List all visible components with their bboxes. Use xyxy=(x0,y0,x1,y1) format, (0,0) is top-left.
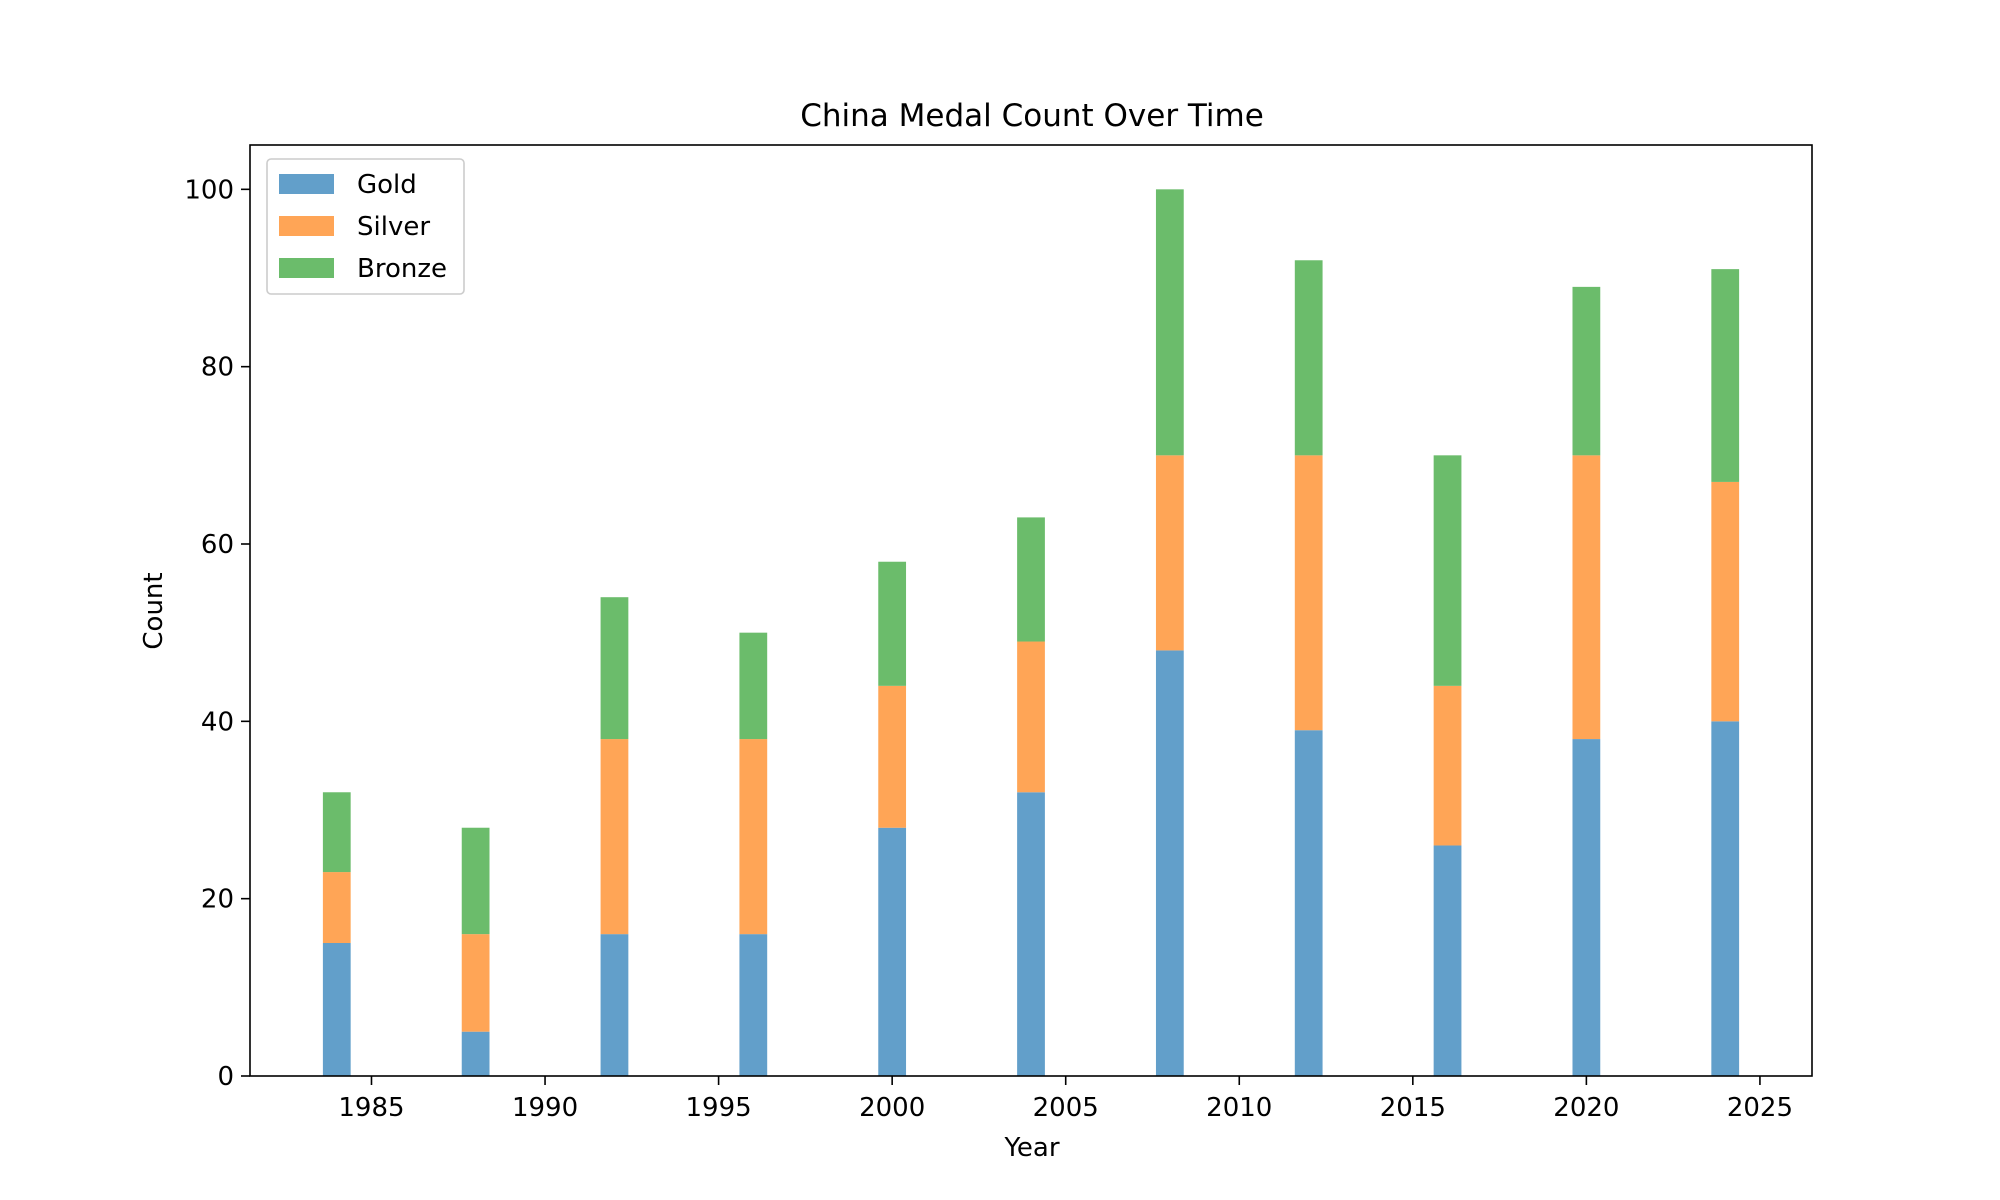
legend-swatch-gold xyxy=(279,174,334,194)
bar-bronze-2008 xyxy=(1155,189,1184,456)
x-tick-label: 1990 xyxy=(512,1093,578,1123)
legend-label-silver: Silver xyxy=(357,212,430,242)
bar-silver-2020 xyxy=(1572,455,1601,740)
x-tick-label: 2020 xyxy=(1553,1093,1619,1123)
bar-bronze-2004 xyxy=(1017,517,1045,642)
bar-silver-1992 xyxy=(600,739,629,935)
y-tick-label: 0 xyxy=(217,1062,234,1092)
bar-gold-1984 xyxy=(322,943,351,1076)
legend-swatch-bronze xyxy=(279,258,334,278)
bar-gold-2012 xyxy=(1294,730,1323,1076)
bar-silver-2008 xyxy=(1155,455,1184,651)
bar-gold-2004 xyxy=(1017,792,1045,1076)
y-tick-label: 100 xyxy=(184,175,234,205)
bar-gold-2024 xyxy=(1711,721,1740,1076)
bar-bronze-2024 xyxy=(1711,269,1740,482)
legend-label-gold: Gold xyxy=(357,170,417,200)
x-tick-label: 1985 xyxy=(338,1093,404,1123)
bar-bronze-2000 xyxy=(878,561,907,686)
x-axis-title: Year xyxy=(1003,1133,1059,1163)
x-tick-label: 2000 xyxy=(859,1093,925,1123)
bar-silver-2024 xyxy=(1711,481,1740,722)
bar-gold-2020 xyxy=(1572,739,1601,1076)
legend-label-bronze: Bronze xyxy=(357,254,447,284)
x-tick-label: 2010 xyxy=(1206,1093,1272,1123)
bar-silver-2004 xyxy=(1017,641,1045,793)
bar-bronze-1988 xyxy=(461,827,490,935)
y-tick-label: 40 xyxy=(201,707,234,737)
legend: Gold Silver Bronze xyxy=(266,158,465,295)
bar-gold-2000 xyxy=(878,827,907,1076)
x-tick-label: 1995 xyxy=(686,1093,752,1123)
bar-bronze-1984 xyxy=(322,792,351,873)
bar-silver-2016 xyxy=(1433,685,1462,846)
y-tick-label: 20 xyxy=(201,885,234,915)
bar-silver-1988 xyxy=(461,934,490,1032)
bar-bronze-2016 xyxy=(1433,455,1462,686)
plot-frame xyxy=(249,144,1813,1077)
bar-bronze-1992 xyxy=(600,597,629,740)
y-axis-title: Count xyxy=(139,572,169,649)
bar-silver-1996 xyxy=(739,739,768,935)
bar-silver-2000 xyxy=(878,685,907,828)
y-tick-label: 60 xyxy=(201,530,234,560)
bar-silver-1984 xyxy=(322,872,351,943)
bar-gold-1988 xyxy=(461,1031,490,1076)
legend-swatch-silver xyxy=(279,216,334,236)
x-tick-label: 2015 xyxy=(1380,1093,1446,1123)
bar-bronze-2020 xyxy=(1572,286,1601,456)
x-tick-label: 2005 xyxy=(1033,1093,1099,1123)
chart-title: China Medal Count Over Time xyxy=(800,98,1264,134)
bar-bronze-2012 xyxy=(1294,260,1323,456)
y-tick-label: 80 xyxy=(201,353,234,383)
bar-silver-2012 xyxy=(1294,455,1323,731)
y-axis-ticks: 0 20 40 60 80 100 xyxy=(184,175,250,1092)
bar-bronze-1996 xyxy=(739,632,768,740)
bars-group xyxy=(322,189,1740,1076)
x-axis-ticks: 1985 1990 1995 2000 2005 2010 2015 2020 2025 xyxy=(338,1076,1793,1123)
x-tick-label: 2025 xyxy=(1727,1093,1793,1123)
bar-gold-2008 xyxy=(1155,650,1184,1076)
bar-gold-1996 xyxy=(739,934,768,1076)
bar-gold-2016 xyxy=(1433,845,1462,1076)
bar-gold-1992 xyxy=(600,934,629,1076)
